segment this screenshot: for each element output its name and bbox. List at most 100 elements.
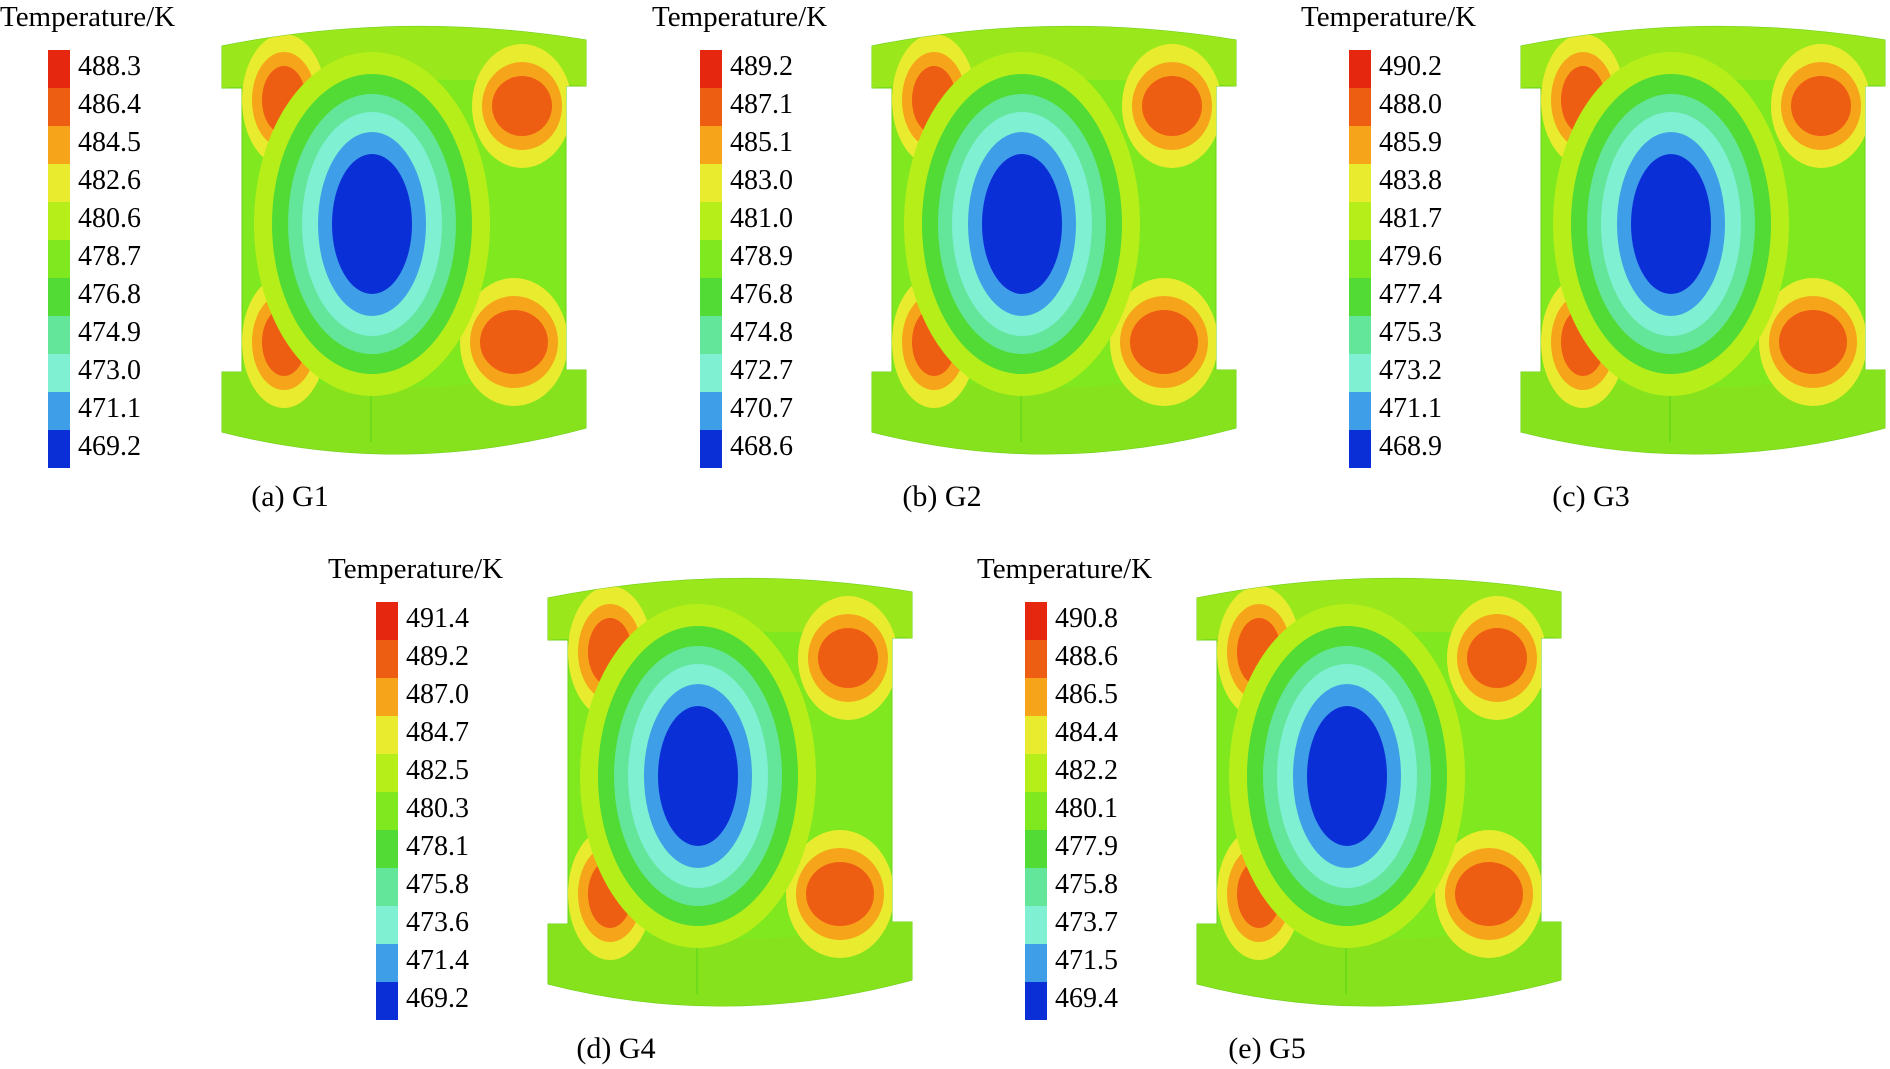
legend-tick-label: 484.5 — [78, 127, 141, 158]
legend-tick-label: 474.9 — [78, 317, 141, 348]
legend-swatch — [48, 240, 70, 278]
panel-1: Temperature/K 488.3 486.4 484.5 482.6 480.6 47… — [0, 1, 587, 513]
legend-tick-label: 478.1 — [406, 831, 469, 862]
legend-tick-label: 468.6 — [730, 431, 793, 462]
legend-swatch — [700, 430, 722, 468]
legend-swatch — [700, 164, 722, 202]
legend-swatch — [700, 240, 722, 278]
legend-swatch — [376, 602, 398, 640]
legend-swatch — [48, 316, 70, 354]
legend-swatch — [48, 164, 70, 202]
legend-tick-label: 482.6 — [78, 165, 141, 196]
contour-body — [1196, 577, 1562, 1007]
color-legend: 491.4 489.2 487.0 484.7 482.5 480.3 478.1 475.8… — [376, 602, 469, 1020]
legend-swatch — [1025, 640, 1047, 678]
legend-swatch — [48, 88, 70, 126]
legend-tick-label: 478.9 — [730, 241, 793, 272]
color-legend: 488.3 486.4 484.5 482.6 480.6 478.7 476.8 474.9… — [48, 50, 141, 468]
legend-swatch — [48, 50, 70, 88]
legend-swatch — [1025, 602, 1047, 640]
legend-swatch — [48, 392, 70, 430]
legend-swatch — [700, 316, 722, 354]
panel-4: Temperature/K 491.4 489.2 487.0 484.7 482.5 48… — [328, 553, 913, 1065]
legend-tick-label: 489.2 — [406, 641, 469, 672]
legend-tick-label: 485.1 — [730, 127, 793, 158]
legend-swatch — [376, 678, 398, 716]
legend-swatch — [1025, 944, 1047, 982]
hot-spot-4-core — [1130, 310, 1198, 374]
contour-body — [1520, 25, 1886, 455]
legend-tick-label: 488.3 — [78, 51, 141, 82]
legend-swatch — [1349, 88, 1371, 126]
panel-5: Temperature/K 490.8 488.6 486.5 484.4 482.2 48… — [977, 553, 1562, 1065]
legend-tick-label: 471.1 — [1379, 393, 1442, 424]
color-legend: 490.2 488.0 485.9 483.8 481.7 479.6 477.4 475.3… — [1349, 50, 1442, 468]
cold-zone-band-6 — [1631, 154, 1711, 294]
legend-tick-label: 483.0 — [730, 165, 793, 196]
legend-tick-label: 473.6 — [406, 907, 469, 938]
legend-tick-label: 475.3 — [1379, 317, 1442, 348]
legend-tick-label: 483.8 — [1379, 165, 1442, 196]
hot-spot-4-core — [480, 310, 548, 374]
legend-tick-label: 472.7 — [730, 355, 793, 386]
legend-swatch — [1349, 126, 1371, 164]
legend-swatch — [48, 354, 70, 392]
legend-swatch — [1349, 392, 1371, 430]
legend-tick-label: 480.3 — [406, 793, 469, 824]
legend-tick-label: 480.6 — [78, 203, 141, 234]
legend-tick-label: 482.2 — [1055, 755, 1118, 786]
legend-swatch — [1349, 50, 1371, 88]
legend-tick-label: 484.7 — [406, 717, 469, 748]
legend-tick-label: 484.4 — [1055, 717, 1118, 748]
hot-spot-2-core — [492, 76, 552, 136]
legend-tick-label: 469.4 — [1055, 983, 1118, 1014]
legend-tick-label: 473.0 — [78, 355, 141, 386]
legend-tick-label: 488.0 — [1379, 89, 1442, 120]
legend-tick-label: 469.2 — [78, 431, 141, 462]
legend-swatch — [700, 278, 722, 316]
hot-spot-2-core — [818, 628, 878, 688]
cold-zone-band-6 — [1307, 706, 1387, 846]
hot-spot-4-core — [806, 862, 874, 926]
panel-caption: (a) G1 — [251, 480, 328, 513]
legend-tick-label: 481.0 — [730, 203, 793, 234]
legend-swatch — [700, 392, 722, 430]
legend-swatch — [1349, 278, 1371, 316]
color-legend: 489.2 487.1 485.1 483.0 481.0 478.9 476.8 474.8… — [700, 50, 793, 468]
panel-caption: (c) G3 — [1552, 480, 1629, 513]
legend-title: Temperature/K — [0, 1, 175, 33]
legend-swatch — [1349, 240, 1371, 278]
legend-tick-label: 488.6 — [1055, 641, 1118, 672]
legend-swatch — [1025, 792, 1047, 830]
legend-swatch — [48, 126, 70, 164]
legend-swatch — [48, 430, 70, 468]
panel-caption: (d) G4 — [576, 1032, 655, 1065]
legend-swatch — [1025, 754, 1047, 792]
legend-swatch — [1349, 316, 1371, 354]
legend-swatch — [700, 202, 722, 240]
legend-tick-label: 476.8 — [78, 279, 141, 310]
panel-caption: (e) G5 — [1228, 1032, 1305, 1065]
legend-tick-label: 473.7 — [1055, 907, 1118, 938]
legend-swatch — [376, 982, 398, 1020]
cold-zone-band-6 — [658, 706, 738, 846]
legend-swatch — [376, 754, 398, 792]
legend-swatch — [1349, 354, 1371, 392]
legend-swatch — [1025, 906, 1047, 944]
legend-swatch — [48, 202, 70, 240]
legend-swatch — [376, 830, 398, 868]
cold-zone-band-6 — [982, 154, 1062, 294]
cold-zone-band-6 — [332, 154, 412, 294]
legend-tick-label: 475.8 — [406, 869, 469, 900]
legend-swatch — [1025, 716, 1047, 754]
legend-swatch — [376, 792, 398, 830]
legend-swatch — [1349, 430, 1371, 468]
legend-tick-label: 474.8 — [730, 317, 793, 348]
legend-tick-label: 478.7 — [78, 241, 141, 272]
legend-tick-label: 480.1 — [1055, 793, 1118, 824]
legend-tick-label: 477.9 — [1055, 831, 1118, 862]
legend-swatch — [48, 278, 70, 316]
contour-body — [871, 25, 1237, 455]
legend-tick-label: 470.7 — [730, 393, 793, 424]
hot-spot-2-core — [1467, 628, 1527, 688]
